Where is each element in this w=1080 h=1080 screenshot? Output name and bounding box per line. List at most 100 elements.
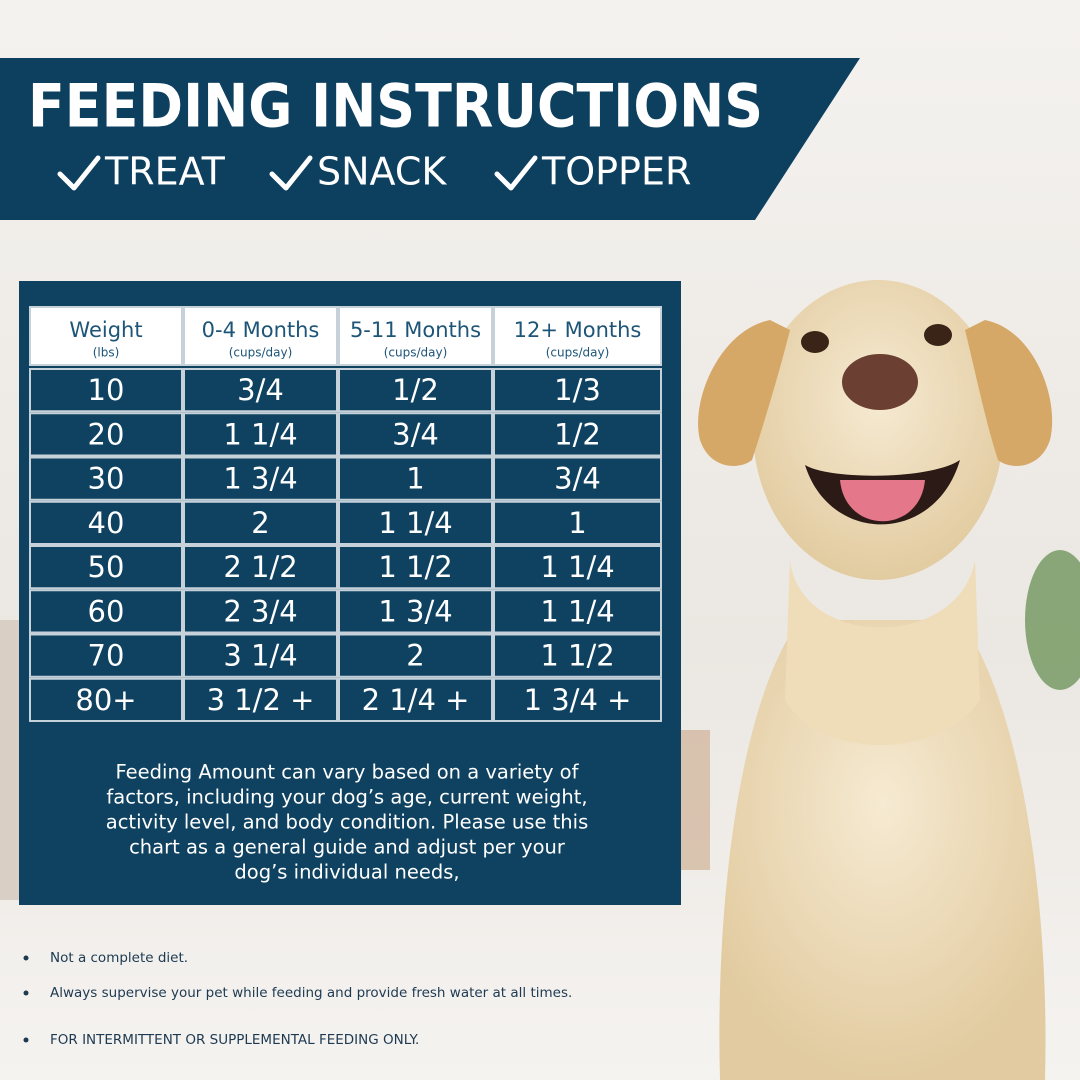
table-cell: [183, 589, 338, 634]
table-cell: [29, 456, 183, 501]
table-cell: [29, 368, 183, 413]
table-cell: [338, 589, 493, 634]
table-cell: [183, 368, 338, 413]
column-label: 0-4 Months: [202, 318, 320, 342]
bullet-text: Not a complete diet.: [50, 950, 188, 966]
cell-text: 50: [88, 550, 125, 584]
header-tag: TREAT: [104, 150, 226, 194]
table-cell: [183, 545, 338, 590]
cell-text: 1 3/4: [378, 594, 452, 628]
cell-text: 1/2: [554, 417, 601, 451]
check-icon: [57, 155, 101, 191]
table-cell: [29, 500, 183, 545]
bullet-text: Always supervise your pet while feeding …: [50, 985, 572, 1001]
table-cell: [338, 545, 493, 590]
header-cell: [493, 306, 662, 366]
column-unit: (cups/day): [229, 346, 293, 360]
cell-text: 20: [88, 417, 125, 451]
cell-text: 10: [88, 373, 125, 407]
table-cell: [493, 412, 662, 457]
check-icon: [269, 155, 313, 191]
table-cell: [493, 456, 662, 501]
table-cell: [338, 368, 493, 413]
table-cell: [29, 633, 183, 678]
table-cell: [29, 589, 183, 634]
cell-text: 1 3/4: [223, 462, 297, 496]
cell-text: 1 1/4: [378, 506, 452, 540]
table-cell: [493, 368, 662, 413]
disclaimer-list: Not a complete diet. Always supervise you…: [23, 950, 572, 1048]
cell-text: 1 1/2: [378, 550, 452, 584]
header-tags: TREAT SNACK TOPPER: [57, 150, 691, 194]
cell-text: 3/4: [554, 462, 601, 496]
table-cell: [493, 500, 662, 545]
table-cell: [183, 500, 338, 545]
header-tag: SNACK: [317, 150, 447, 194]
cell-text: 2 1/2: [223, 550, 297, 584]
bullet-dot: [23, 990, 29, 996]
note-line: Feeding Amount can vary based on a varie…: [116, 761, 580, 784]
header-title: FEEDING INSTRUCTIONS: [28, 72, 763, 142]
column-unit: (cups/day): [384, 346, 448, 360]
table-cell: [493, 633, 662, 678]
note-line: chart as a general guide and adjust per …: [129, 836, 566, 859]
cell-text: 1 1/2: [540, 639, 614, 673]
note-line: activity level, and body condition. Plea…: [106, 811, 588, 834]
cell-text: 1 1/4: [540, 594, 614, 628]
note-line: factors, including your dog’s age, curre…: [106, 786, 587, 809]
background-plant: [1025, 550, 1080, 690]
cell-text: 70: [88, 639, 125, 673]
column-unit: (cups/day): [546, 346, 610, 360]
table-cell: [338, 677, 493, 722]
check-icon: [494, 155, 538, 191]
table-cell: [493, 589, 662, 634]
cell-text: 2 1/4 +: [362, 683, 470, 717]
table-cell: [338, 633, 493, 678]
table-cell: [183, 456, 338, 501]
header-cell: [29, 306, 183, 366]
cell-text: 1 3/4 +: [524, 683, 632, 717]
table-cell: [29, 677, 183, 722]
cell-text: 3 1/2 +: [207, 683, 315, 717]
cell-text: 1/2: [392, 373, 439, 407]
feeding-note: Feeding Amount can vary based on a varie…: [106, 761, 588, 884]
header-tag: TOPPER: [541, 150, 691, 194]
column-label: 12+ Months: [514, 318, 642, 342]
table-cell: [493, 545, 662, 590]
table-cell: [338, 456, 493, 501]
bullet-dot: [23, 1037, 29, 1043]
header-cell: [338, 306, 493, 366]
cell-text: 30: [88, 462, 125, 496]
table-cell: [183, 633, 338, 678]
cell-text: 3 1/4: [223, 639, 297, 673]
table-cell: [183, 412, 338, 457]
cell-text: 1/3: [554, 373, 601, 407]
table-cell: [29, 545, 183, 590]
dog-illustration: [698, 280, 1053, 1080]
table-cell: [493, 677, 662, 722]
cell-text: 2: [251, 506, 269, 540]
background-furniture: [0, 620, 20, 900]
note-line: dog’s individual needs,: [234, 861, 459, 884]
table-cell: [29, 412, 183, 457]
cell-text: 1: [406, 462, 424, 496]
table-cell: [183, 677, 338, 722]
bullet-dot: [23, 955, 29, 961]
cell-text: 3/4: [237, 373, 284, 407]
background-furniture: [680, 730, 710, 870]
column-label: 5-11 Months: [350, 318, 481, 342]
table-cell: [338, 412, 493, 457]
cell-text: 2: [406, 639, 424, 673]
cell-text: 1 1/4: [223, 417, 297, 451]
header-cell: [183, 306, 338, 366]
cell-text: 80+: [75, 683, 136, 717]
cell-text: 40: [88, 506, 125, 540]
column-label: Weight: [69, 318, 142, 342]
cell-text: 3/4: [392, 417, 439, 451]
cell-text: 60: [88, 594, 125, 628]
cell-text: 1 1/4: [540, 550, 614, 584]
bullet-text: FOR INTERMITTENT OR SUPPLEMENTAL FEEDING…: [50, 1032, 419, 1048]
cell-text: 2 3/4: [223, 594, 297, 628]
